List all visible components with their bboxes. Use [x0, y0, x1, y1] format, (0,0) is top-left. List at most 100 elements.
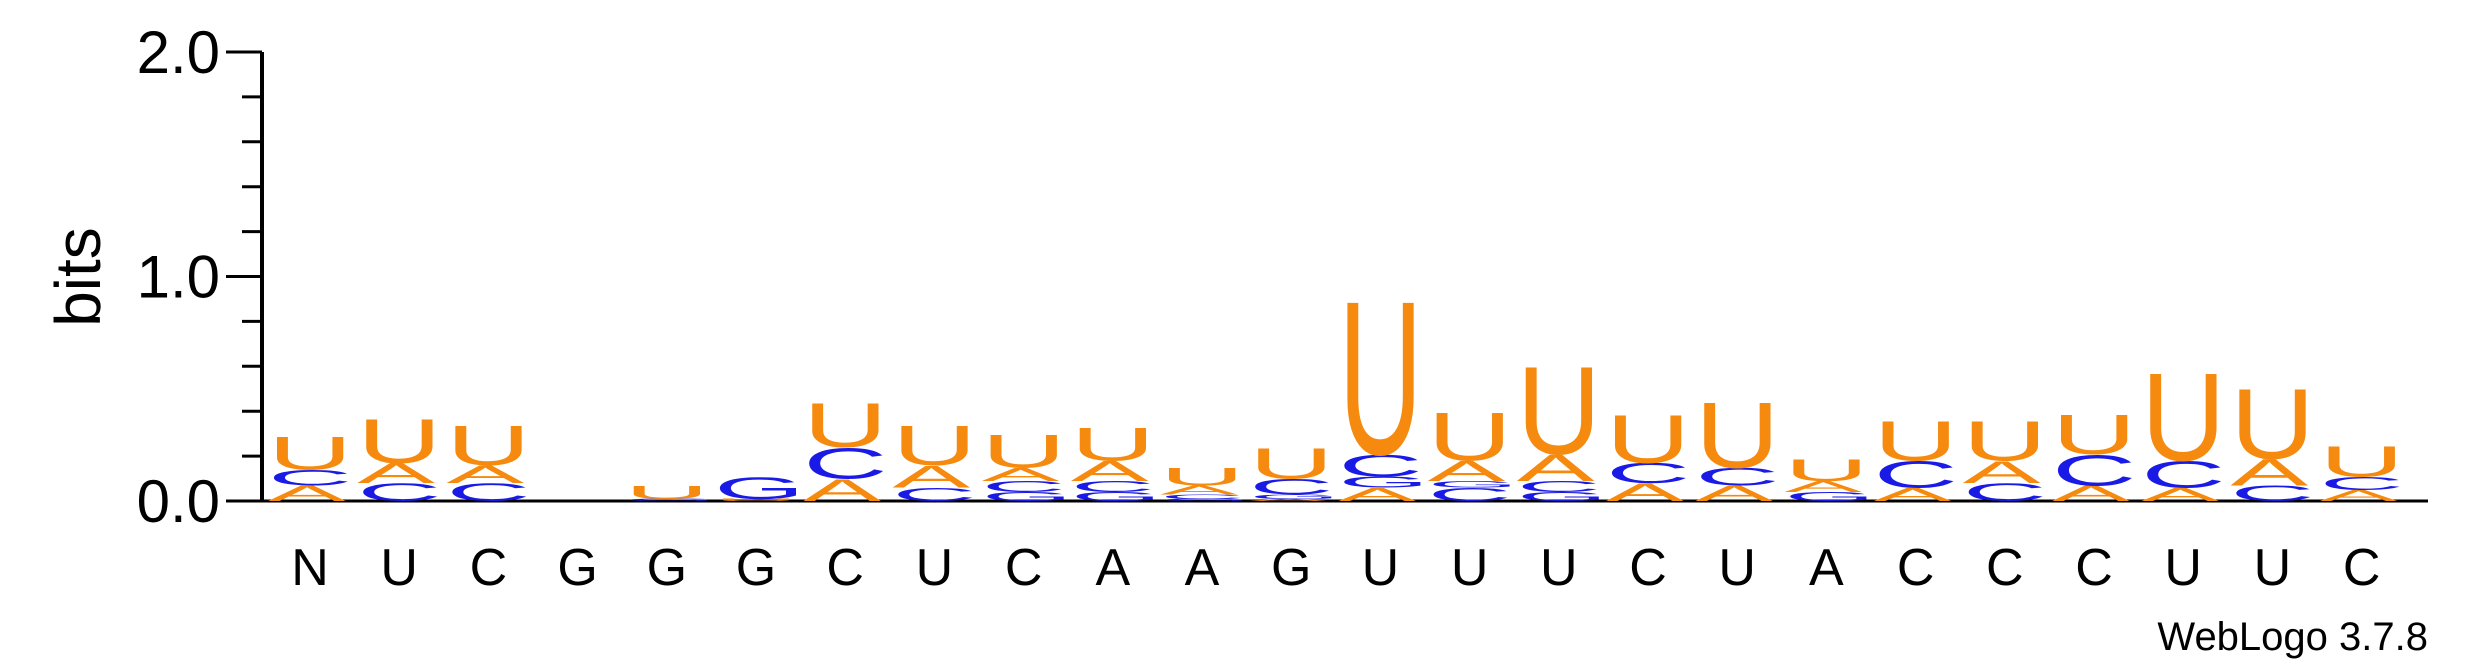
logo-glyph-g: G: [1784, 490, 1875, 504]
logo-glyph-u: U: [2052, 403, 2136, 466]
x-tick-label: U: [1718, 539, 1756, 597]
logo-glyph-u: U: [1071, 418, 1155, 471]
logo-glyph-u: U: [357, 406, 441, 476]
logo-glyph-g: G: [714, 471, 805, 506]
logo-glyph-c: C: [1695, 463, 1779, 491]
logo-glyph-c: C: [1874, 454, 1958, 496]
logo-glyph-g: G: [982, 490, 1073, 504]
logo-glyph-a: A: [1606, 478, 1685, 506]
x-tick-label: C: [1986, 539, 2024, 597]
logo-glyph-a: A: [892, 460, 970, 495]
x-tick-label: C: [826, 539, 864, 597]
logo-glyph-g: G: [1071, 490, 1162, 504]
logo-glyph-g: G: [1428, 479, 1519, 490]
logo-glyph-u: U: [446, 415, 530, 478]
y-tick-label: 2.0: [137, 19, 220, 86]
logo-glyph-u: U: [268, 427, 352, 480]
x-tick-label: C: [1629, 539, 1667, 597]
logo-glyph-c: C: [1249, 474, 1333, 499]
logo-glyph-c: C: [2320, 473, 2404, 494]
logo-glyph-c: C: [357, 478, 441, 506]
x-tick-label: C: [470, 539, 508, 597]
logo-glyph-g: G: [1338, 473, 1429, 491]
logo-glyph-u: U: [1428, 399, 1512, 476]
x-tick-label: U: [916, 539, 954, 597]
x-tick-label: C: [1897, 539, 1935, 597]
logo-glyph-c: C: [2052, 445, 2136, 494]
x-tick-label: A: [1809, 539, 1844, 597]
x-tick-label: U: [380, 539, 418, 597]
x-tick-label: G: [736, 539, 776, 597]
logo-glyph-u: U: [2141, 347, 2225, 488]
x-tick-label: C: [1005, 539, 1043, 597]
logo-glyph-c: C: [1606, 457, 1690, 489]
logo-glyph-a: A: [1874, 484, 1952, 505]
x-tick-label: A: [1185, 539, 1220, 597]
logo-glyph-c: C: [1517, 478, 1601, 496]
logo-glyph-u: U: [982, 424, 1066, 477]
logo-glyph-a: A: [1695, 481, 1773, 506]
x-tick-label: U: [1451, 539, 1489, 597]
logo-glyph-a: A: [1517, 447, 1595, 489]
logo-glyph-u: U: [1517, 340, 1601, 481]
logo-glyph-c: C: [268, 465, 352, 490]
logo-glyph-c: C: [1160, 493, 1244, 500]
logo-glyph-c: C: [803, 439, 887, 488]
x-tick-label: N: [291, 539, 329, 597]
logo-glyph-u: U: [1160, 463, 1244, 491]
y-tick-label: 0.0: [137, 468, 220, 535]
logo-glyph-g: G: [1160, 498, 1251, 502]
logo-glyph-c: C: [982, 478, 1066, 496]
weblogo-credit: WebLogo 3.7.8: [2157, 615, 2428, 659]
logo-glyph-c: C: [1071, 478, 1155, 496]
logo-glyph-a: A: [268, 481, 346, 506]
logo-glyph-u: U: [892, 415, 976, 478]
logo-glyph-c: C: [1428, 484, 1512, 505]
logo-glyph-c: C: [446, 478, 530, 506]
logo-glyph-a: A: [1071, 455, 1149, 487]
logo-glyph-u: U: [803, 390, 887, 460]
x-tick-label: U: [1362, 539, 1400, 597]
y-axis-label: bits: [42, 227, 114, 327]
x-tick-label: U: [2164, 539, 2202, 597]
logo-glyph-c: C: [2230, 481, 2314, 506]
logo-glyph-a: A: [803, 473, 881, 508]
logo-glyph-a: A: [1249, 498, 1327, 502]
x-tick-label: A: [1095, 539, 1130, 597]
logo-glyph-a: A: [982, 464, 1060, 485]
logo-glyph-u: U: [625, 482, 709, 503]
logo-glyph-a: A: [446, 460, 525, 488]
y-axis: 2.0 1.0 0.0: [137, 19, 2428, 535]
logo-glyph-g: G: [1249, 493, 1340, 500]
x-tick-label: U: [2254, 539, 2292, 597]
logo-glyph-a: A: [1428, 455, 1506, 487]
logo-glyph-u: U: [1874, 410, 1958, 473]
logo-glyph-u: U: [1963, 410, 2047, 473]
logo-glyph-a: A: [357, 457, 435, 489]
logo-glyph-c: C: [2141, 454, 2225, 496]
logo-glyph-u: U: [1784, 453, 1868, 488]
logo-glyph-u: U: [2320, 436, 2404, 485]
logo-glyph-a: A: [2230, 452, 2308, 494]
logo-glyph-c: C: [1338, 448, 1422, 483]
logo-glyph-a: A: [2052, 481, 2130, 506]
x-tick-label: G: [557, 539, 597, 597]
logo-glyph-a: A: [1784, 478, 1862, 496]
logo-glyph-a: A: [1160, 483, 1239, 497]
logo-glyph-c: C: [892, 484, 976, 505]
logo-glyph-u: U: [1338, 257, 1422, 502]
logo-glyph-u: U: [1695, 383, 1779, 488]
x-tick-label: G: [1271, 539, 1311, 597]
logo-glyph-u: U: [2230, 368, 2314, 481]
logo-glyph-a: A: [2320, 487, 2398, 505]
logo-glyph-u: U: [1606, 401, 1690, 478]
logo-glyph-u: U: [714, 498, 798, 502]
x-tick-label: G: [647, 539, 687, 597]
logo-glyph-a: A: [1338, 484, 1416, 505]
logo-glyph-g: G: [625, 498, 716, 502]
logo-glyph-a: A: [1963, 455, 2041, 490]
logo-glyph-a: A: [2141, 484, 2219, 505]
logo-glyph-g: G: [1517, 490, 1608, 504]
